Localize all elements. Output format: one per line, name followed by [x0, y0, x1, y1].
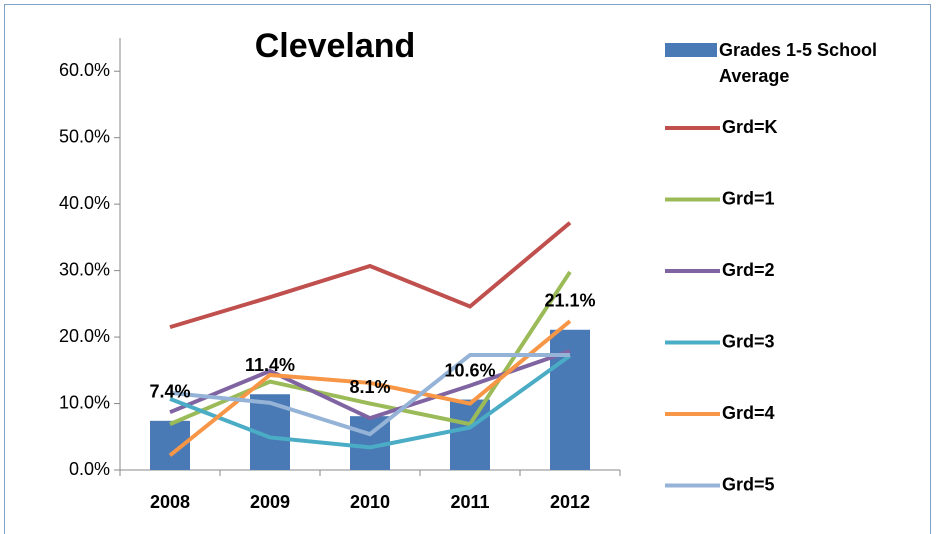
legend-label: Grd=2: [722, 260, 775, 280]
y-tick-label: 60.0%: [59, 60, 110, 80]
bar: [450, 399, 490, 470]
data-label: 10.6%: [444, 360, 495, 380]
data-label: 7.4%: [149, 382, 190, 402]
chart-title: Cleveland: [255, 27, 416, 65]
legend-swatch: [665, 43, 717, 57]
data-label: 8.1%: [349, 377, 390, 397]
y-tick-label: 20.0%: [59, 326, 110, 346]
y-tick-label: 0.0%: [69, 459, 110, 479]
line-series: [168, 319, 572, 457]
x-tick-label: 2009: [250, 492, 290, 512]
line-series: [169, 270, 572, 427]
data-label: 21.1%: [544, 291, 595, 311]
legend-label: Grd=1: [722, 188, 775, 208]
line-series: [169, 353, 570, 437]
data-label: 11.4%: [245, 355, 295, 375]
legend-label: Grades 1-5 School Average: [719, 40, 878, 86]
legend-label: Grd=5: [722, 474, 775, 494]
line-series: [169, 354, 572, 450]
x-tick-label: 2010: [350, 492, 390, 512]
legend-label: Grd=K: [722, 117, 778, 137]
bar: [550, 329, 590, 470]
y-tick-label: 10.0%: [59, 392, 110, 412]
line-series: [169, 221, 572, 330]
legend-label: Grd=4: [722, 403, 775, 423]
x-tick-label: 2008: [150, 492, 190, 512]
x-tick-label: 2011: [450, 492, 489, 512]
y-tick-label: 30.0%: [59, 259, 110, 279]
x-tick-label: 2012: [550, 492, 590, 512]
y-tick-label: 40.0%: [59, 193, 110, 213]
y-tick-label: 50.0%: [59, 126, 110, 146]
legend-label: Grd=3: [722, 331, 775, 351]
legend-label-box: Grades 1-5 School Average: [719, 40, 878, 86]
chart-border: [4, 4, 931, 534]
